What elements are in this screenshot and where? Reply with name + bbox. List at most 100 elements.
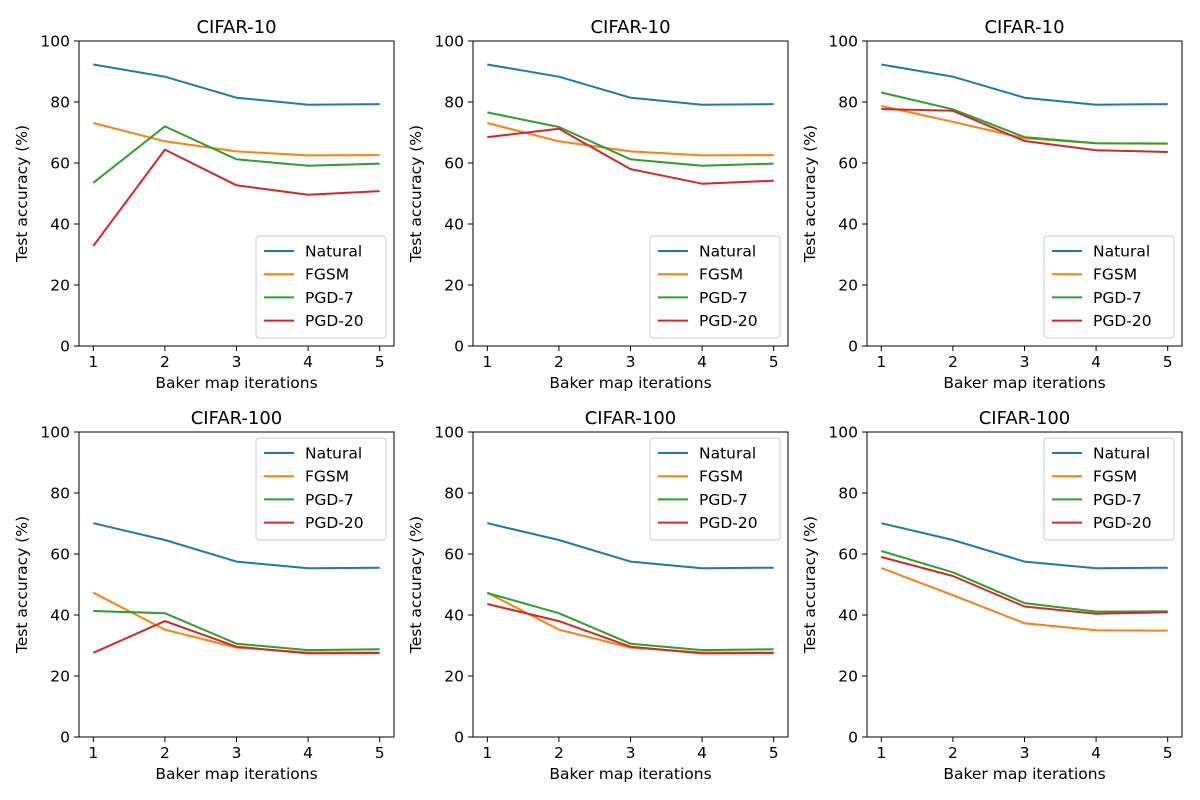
- y-tick-label: 60: [444, 546, 464, 564]
- chart-title: CIFAR-100: [979, 408, 1071, 429]
- y-tick-label: 0: [60, 729, 70, 747]
- legend-label: PGD-7: [305, 491, 354, 509]
- series-line-natural: [487, 522, 774, 570]
- series-line-pgd-7: [92, 125, 380, 184]
- legend-label: FGSM: [699, 468, 743, 486]
- x-tick-label: 4: [303, 744, 313, 762]
- legend: Natural FGSM PGD-7 PGD-20: [649, 235, 781, 339]
- series-line-fgsm: [93, 122, 380, 157]
- y-axis-label: Test accuracy (%): [801, 125, 819, 263]
- subplot-3: 1 2 3 4 5 0 20 40 60 80 100 CIFAR-10 Baker map itera…: [801, 17, 1183, 392]
- x-tick-label: 2: [948, 744, 958, 762]
- x-tick-label: 3: [232, 353, 242, 371]
- legend-label: Natural: [305, 445, 362, 463]
- x-tick-label: 4: [697, 353, 707, 371]
- legend-box: [649, 437, 781, 541]
- legend-label: PGD-7: [699, 491, 748, 509]
- series-line-fgsm: [880, 567, 1168, 632]
- series-line-pgd-7: [487, 111, 774, 167]
- legend-label: PGD-20: [305, 514, 364, 532]
- subplot-5: 1 2 3 4 5 0 20 40 60 80 100 CIFAR-100 Baker map iter…: [407, 408, 789, 783]
- y-tick-label: 80: [50, 485, 70, 503]
- series-line-pgd-7: [881, 550, 1168, 613]
- x-tick-label: 1: [88, 744, 98, 762]
- series-line-pgd-7: [487, 592, 774, 652]
- legend-box: [255, 437, 387, 541]
- series-line-fgsm: [881, 105, 1168, 145]
- y-tick-label: 60: [50, 155, 70, 173]
- series-line-natural: [93, 522, 380, 570]
- chart-title: CIFAR-100: [191, 408, 283, 429]
- y-tick-label: 20: [50, 277, 70, 295]
- series-line-pgd-20: [92, 148, 380, 247]
- x-tick-label: 5: [1163, 744, 1173, 762]
- x-tick-label: 4: [697, 744, 707, 762]
- y-tick-label: 20: [444, 277, 464, 295]
- series-line-pgd-20: [92, 620, 380, 655]
- legend-box: [1043, 437, 1175, 541]
- y-tick-label: 80: [838, 94, 858, 112]
- y-tick-label: 40: [838, 216, 858, 234]
- x-tick-label: 3: [626, 353, 636, 371]
- x-tick-label: 3: [1020, 744, 1030, 762]
- series-line-pgd-20: [487, 603, 774, 655]
- y-tick-label: 80: [444, 485, 464, 503]
- legend-label: PGD-7: [699, 289, 748, 307]
- legend-label: FGSM: [1093, 468, 1137, 486]
- y-tick-label: 100: [828, 33, 858, 51]
- legend-label: PGD-20: [1093, 514, 1152, 532]
- legend-label: Natural: [1093, 445, 1150, 463]
- legend-label: Natural: [305, 243, 362, 261]
- y-tick-label: 20: [838, 277, 858, 295]
- x-tick-label: 5: [375, 353, 385, 371]
- x-axis-label: Baker map iterations: [549, 374, 711, 392]
- subplot-2: 1 2 3 4 5 0 20 40 60 80 100 CIFAR-10 Baker map itera…: [407, 17, 789, 392]
- y-axis-label: Test accuracy (%): [13, 125, 31, 263]
- legend-label: FGSM: [305, 266, 349, 284]
- x-tick-label: 4: [1091, 353, 1101, 371]
- series-line-pgd-7: [93, 610, 380, 652]
- y-tick-label: 100: [40, 424, 70, 442]
- x-tick-label: 3: [1020, 353, 1030, 371]
- y-tick-label: 100: [828, 424, 858, 442]
- series-line-pgd-20: [487, 127, 774, 185]
- x-tick-label: 1: [482, 353, 492, 371]
- series-line-natural: [881, 63, 1168, 106]
- y-tick-label: 80: [444, 94, 464, 112]
- y-axis-label: Test accuracy (%): [13, 516, 31, 654]
- x-tick-label: 3: [626, 744, 636, 762]
- legend-label: PGD-7: [1093, 491, 1142, 509]
- y-tick-label: 0: [60, 338, 70, 356]
- x-tick-label: 1: [876, 353, 886, 371]
- x-tick-label: 2: [554, 353, 564, 371]
- series-line-pgd-20: [881, 108, 1168, 153]
- x-axis-label: Baker map iterations: [549, 765, 711, 783]
- legend-box: [649, 235, 781, 339]
- x-tick-label: 2: [160, 744, 170, 762]
- legend-label: Natural: [699, 243, 756, 261]
- chart-title: CIFAR-100: [585, 408, 677, 429]
- legend-label: PGD-7: [305, 289, 354, 307]
- series-line-natural: [487, 63, 774, 106]
- y-tick-label: 40: [50, 216, 70, 234]
- legend-label: Natural: [699, 445, 756, 463]
- y-tick-label: 0: [848, 729, 858, 747]
- y-tick-label: 40: [838, 607, 858, 625]
- chart-title: CIFAR-10: [984, 17, 1064, 38]
- x-tick-label: 4: [1091, 744, 1101, 762]
- y-tick-label: 100: [434, 33, 464, 51]
- y-tick-label: 60: [50, 546, 70, 564]
- legend-label: FGSM: [305, 468, 349, 486]
- x-axis-label: Baker map iterations: [943, 374, 1105, 392]
- legend: Natural FGSM PGD-7 PGD-20: [1043, 437, 1175, 541]
- x-tick-label: 1: [876, 744, 886, 762]
- series-line-natural: [93, 63, 380, 106]
- y-tick-label: 60: [838, 155, 858, 173]
- x-tick-label: 3: [232, 744, 242, 762]
- y-tick-label: 60: [444, 155, 464, 173]
- subplot-6: 1 2 3 4 5 0 20 40 60 80 100 CIFAR-100 Baker map iter…: [801, 408, 1183, 783]
- legend-label: PGD-20: [699, 312, 758, 330]
- y-tick-label: 60: [838, 546, 858, 564]
- y-tick-label: 100: [40, 33, 70, 51]
- legend-label: FGSM: [699, 266, 743, 284]
